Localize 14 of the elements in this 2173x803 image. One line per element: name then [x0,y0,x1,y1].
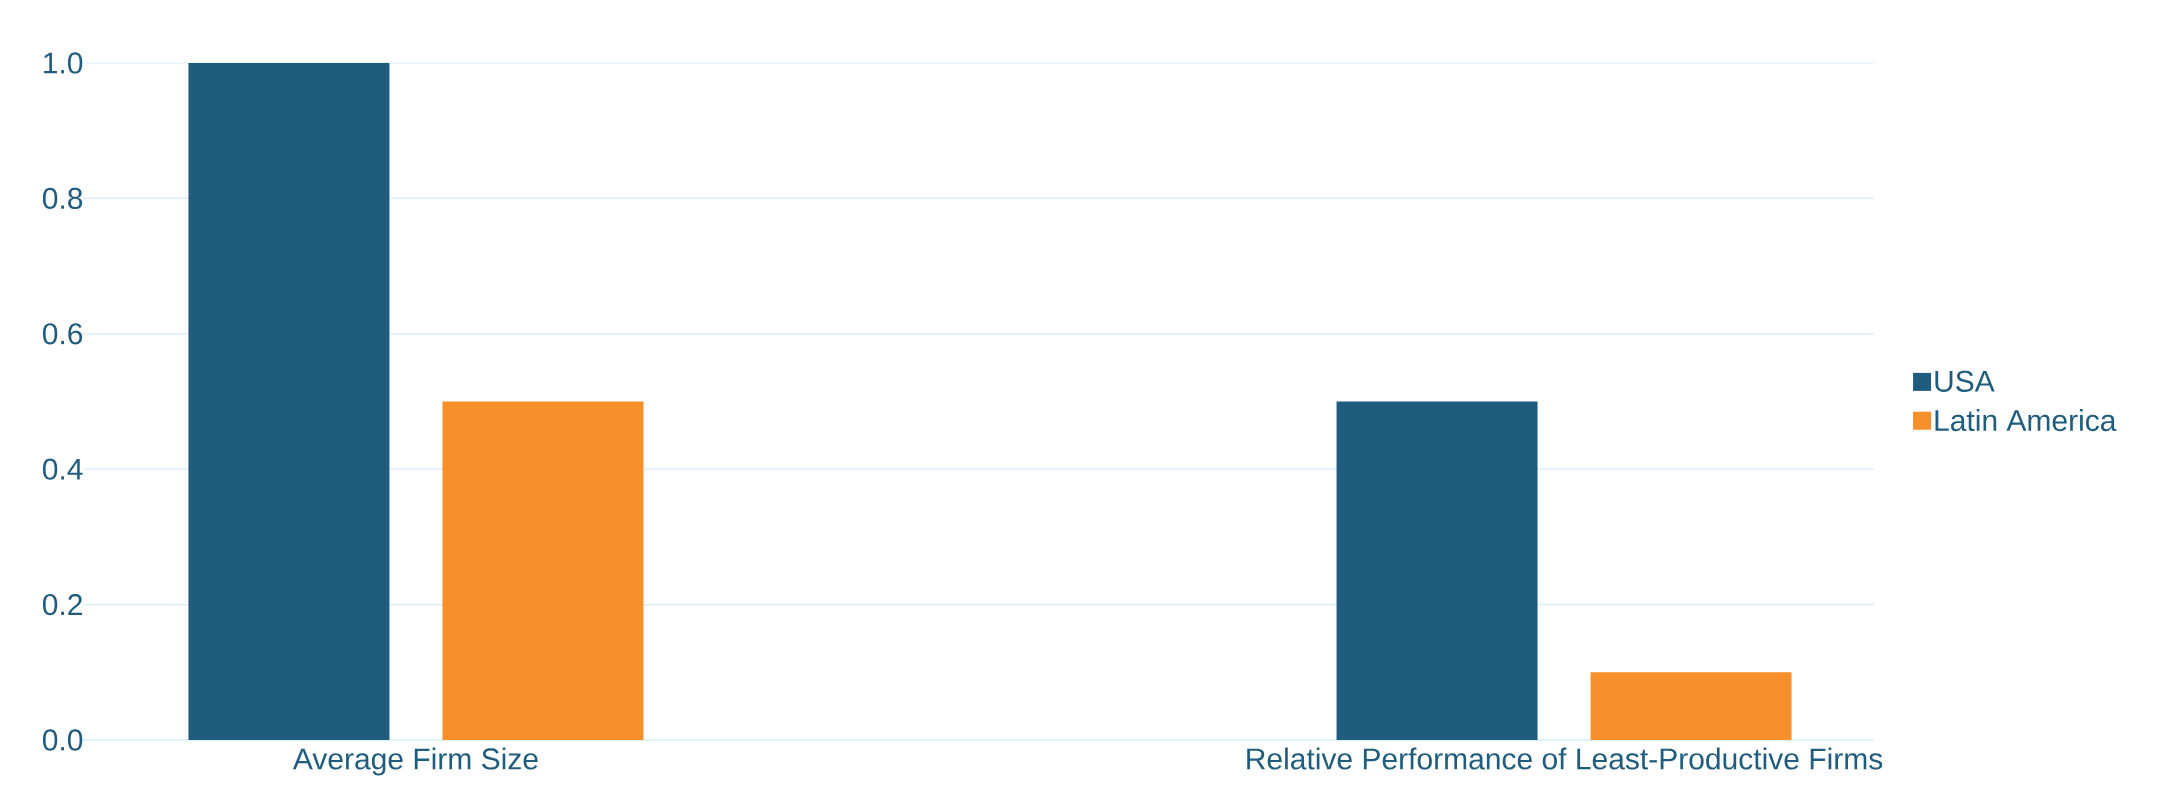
legend-label: Latin America [1935,409,2117,432]
bar [442,401,644,740]
x-tick-label: Average Firm Size [292,747,538,776]
y-tick-label: 0.0 [42,729,83,751]
y-tick-label: 0.6 [42,323,83,345]
bar [1336,401,1538,740]
y-tick-label: 0.2 [42,593,82,616]
y-tick-label: 0.4 [42,458,83,480]
bar [1590,672,1792,740]
bar [188,62,390,740]
x-tick-label: Relative Performance of Least-Productive Firms [1247,747,1883,770]
legend-label: USA [1935,370,1995,392]
y-tick-label: 0.8 [42,187,83,210]
y-tick-label: 1.0 [44,52,83,74]
